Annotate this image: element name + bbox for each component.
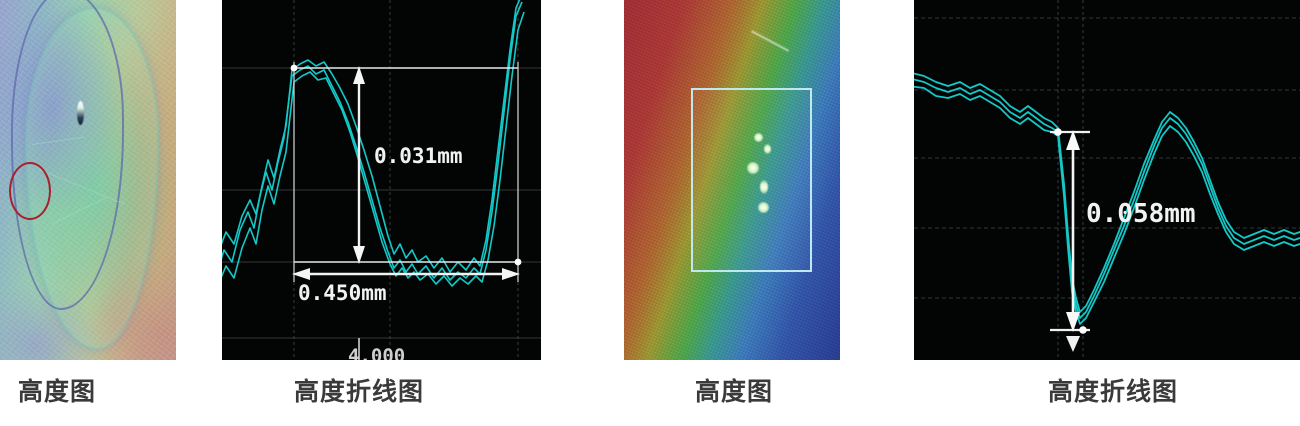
profile-right-panel[interactable]: 0.058mm [914,0,1300,360]
caption-profile-left: 高度折线图 [294,377,425,406]
caption-profile-right: 高度折线图 [1048,377,1179,406]
profile-left-clipped-axis-tick: 4.000 [348,345,405,360]
profile-left-chart[interactable]: 0.031mm 0.450mm 4.000 [222,0,541,360]
profile-left-width-dimension [292,62,520,282]
heightmap-right-roi-rectangle[interactable] [690,88,812,273]
profile-left-cursor-nodes[interactable] [290,64,522,266]
profile-left-height-label: 0.031mm [374,144,463,168]
caption-heightmap-left: 高度图 [18,377,97,406]
profile-right-cursor-nodes[interactable] [1054,128,1087,334]
heightmap-right-defect-blip-5 [757,201,769,213]
profile-right-traces [914,72,1300,325]
profile-right-plot-background [914,0,1300,360]
profile-left-panel[interactable]: 0.031mm 0.450mm 4.000 [222,0,541,360]
caption-heightmap-right: 高度图 [695,377,774,406]
heightmap-right-defect-blip-1 [753,133,763,143]
heightmap-left-red-ellipse-marker [8,162,51,220]
profile-right-height-dimension [1050,130,1090,332]
heightmap-right-defect-blip-2 [764,144,772,154]
heightmap-left-secondary-outline [10,0,124,310]
profile-left-plot-background [222,0,541,360]
profile-right-height-label: 0.058mm [1086,199,1196,229]
profile-right-chart[interactable]: 0.058mm [914,0,1300,360]
heightmap-right-noise-texture [624,0,840,360]
heightmap-right-defect-blip-3 [747,162,760,174]
heightmap-left-defect-speck [77,100,85,125]
heightmap-right-defect-blip-4 [760,180,769,194]
profile-left-height-dimension [294,66,518,264]
profile-right-vertical-gridlines [1057,0,1084,360]
profile-right-lower-cursor-arrow [1066,336,1080,352]
heightmap-right-colorfield [624,0,840,360]
profile-left-width-label: 0.450mm [298,281,387,305]
heightmap-left-panel[interactable] [0,0,176,360]
heightmap-right-panel[interactable] [624,0,840,360]
